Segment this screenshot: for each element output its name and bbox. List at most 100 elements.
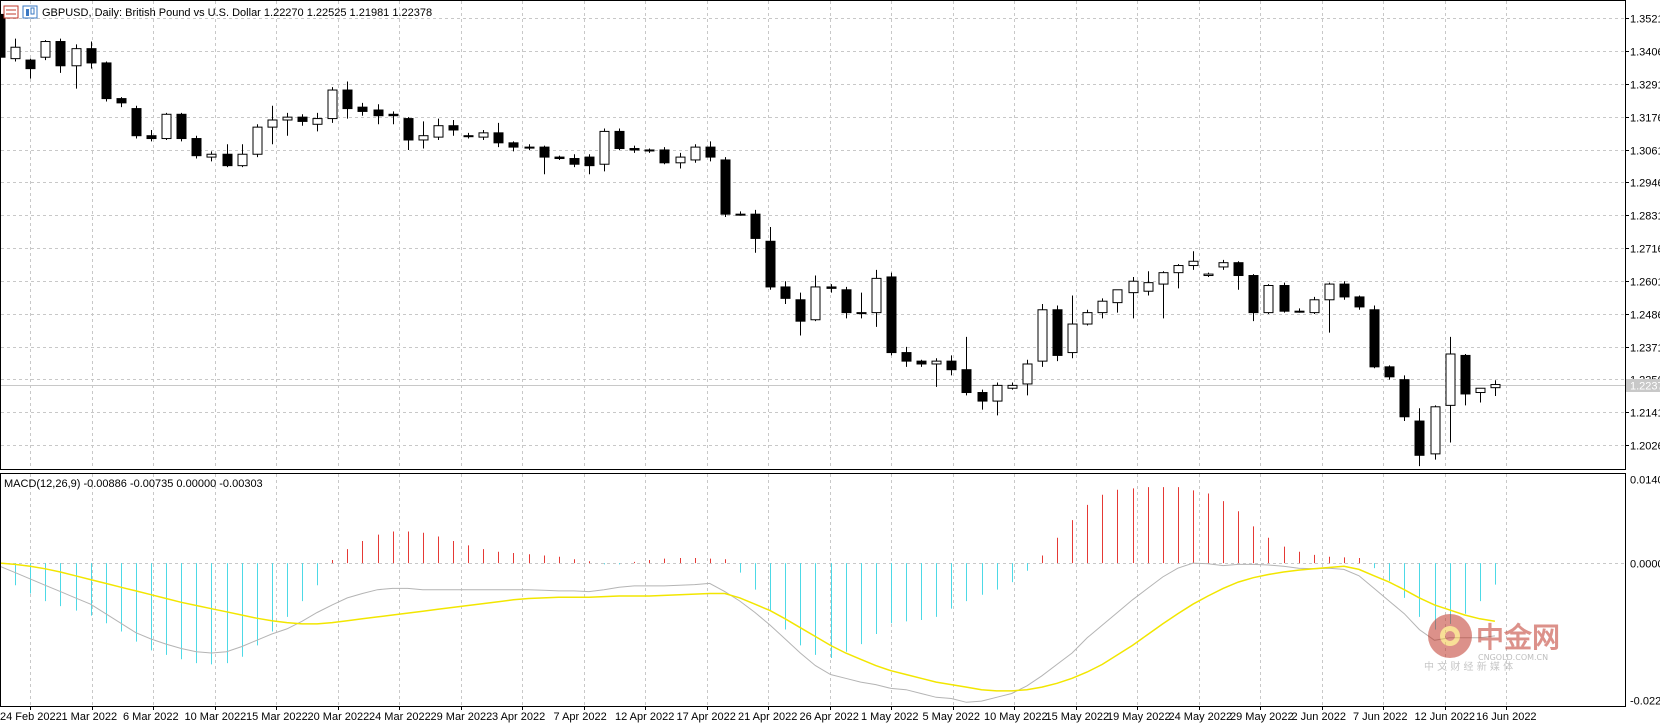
bull-candle (675, 152, 686, 169)
bear-candle (554, 155, 565, 160)
candle-body (86, 48, 97, 64)
bear-candle (765, 227, 776, 290)
bull-candle (1294, 308, 1305, 313)
chart-list-icon[interactable] (3, 5, 19, 19)
bear-candle (86, 41, 97, 69)
candles-icon[interactable] (22, 5, 38, 19)
bull-candle (1218, 259, 1229, 270)
candle-body (1143, 282, 1154, 292)
time-tick-label: 7 Apr 2022 (554, 711, 607, 723)
bull-candle (1173, 264, 1184, 289)
price-tick-label: 1.27160 (1630, 244, 1660, 256)
bull-candle (1082, 309, 1093, 326)
chart-frame (0, 0, 1626, 707)
candle-body (599, 130, 610, 165)
bull-candle (418, 121, 429, 149)
bull-candle (1188, 251, 1199, 270)
bear-candle (25, 58, 36, 79)
bear-candle (539, 145, 550, 175)
bull-candle (1022, 359, 1033, 396)
bear-candle (841, 286, 852, 319)
bear-candle (1414, 408, 1425, 467)
bear-candle (146, 129, 157, 142)
bear-candle (1369, 305, 1380, 369)
candle-body (1475, 387, 1486, 394)
macd-tick-label: -0.02258 (1630, 696, 1660, 708)
candle-body (992, 384, 1003, 402)
bull-candle (871, 269, 882, 327)
time-tick-label: 7 Jun 2022 (1353, 711, 1407, 723)
bull-candle (327, 87, 338, 123)
bear-candle (1233, 261, 1244, 290)
bull-candle (206, 151, 217, 162)
candle-body (659, 149, 670, 164)
time-tick-label: 10 May 2022 (984, 711, 1048, 723)
bull-candle (1037, 304, 1048, 367)
macd-tick-label: 0.00000 (1630, 559, 1660, 571)
candle-body (1218, 262, 1229, 268)
candle-body (40, 41, 51, 58)
time-tick-label: 24 Mar 2022 (369, 711, 431, 723)
bear-candle (750, 209, 761, 253)
bull-candle (1158, 271, 1169, 319)
candle-body (176, 113, 187, 140)
bull-candle (810, 275, 821, 322)
bear-candle (1279, 282, 1290, 313)
time-tick-label: 15 Mar 2022 (246, 711, 308, 723)
bull-candle (312, 112, 323, 132)
candle-body (765, 240, 776, 288)
price-tick-label: 1.34060 (1630, 47, 1660, 59)
time-tick-label: 16 Jun 2022 (1476, 711, 1537, 723)
candle-body (810, 286, 821, 321)
cngold-watermark: 中金网 CNGOLD.COM.CN 中 文 财 经 新 媒 体 (1424, 614, 1560, 673)
candle-body (267, 119, 278, 128)
watermark-brand: 中金网 (1476, 621, 1560, 654)
price-tick-label: 1.21410 (1630, 408, 1660, 420)
bear-candle (388, 111, 399, 125)
bear-candle (629, 145, 640, 153)
bear-candle (493, 122, 504, 148)
bull-candle (1445, 336, 1456, 443)
candle-body (795, 299, 806, 322)
macd-main-line (0, 562, 1495, 703)
time-tick-label: 6 Mar 2022 (123, 711, 179, 723)
bear-candle (131, 105, 142, 139)
bear-candle (705, 141, 716, 162)
bear-candle (1460, 353, 1471, 406)
candle-body (1112, 289, 1123, 304)
current-price-label: 1.22378 (1630, 381, 1660, 393)
candle-body (705, 146, 716, 158)
time-tick-label: 12 Apr 2022 (615, 711, 674, 723)
candle-body (312, 118, 323, 125)
candle-body (901, 352, 912, 362)
bull-candle (1324, 282, 1335, 333)
candle-body (1460, 354, 1471, 395)
price-tick-label: 1.30610 (1630, 146, 1660, 158)
candle-body (478, 132, 489, 138)
time-tick-label: 1 Mar 2022 (62, 711, 118, 723)
bull-candle (1475, 387, 1486, 403)
bull-candle (282, 112, 293, 136)
candle-body (1384, 366, 1395, 378)
axes: 1.35210 1.34060 1.32910 1.31760 1.30610 1.294… (0, 14, 1660, 724)
candle-body (569, 158, 580, 165)
bull-candle (1128, 276, 1139, 319)
bull-candle (735, 211, 746, 216)
candle-body (1173, 265, 1184, 274)
bull-candle (931, 358, 942, 387)
candle-body (961, 369, 972, 394)
bear-candle (448, 119, 459, 136)
candle-body (1158, 272, 1169, 285)
candle-body (1022, 363, 1033, 385)
candle-body (1324, 283, 1335, 301)
candle-body (720, 159, 731, 215)
candle-body (327, 89, 338, 120)
bull-candle (524, 144, 535, 150)
bear-candle (403, 117, 414, 150)
candle-body (25, 59, 36, 70)
candle-body (101, 62, 112, 100)
price-tick-label: 1.35210 (1630, 14, 1660, 26)
bear-candle (916, 359, 927, 367)
candle-body (690, 146, 701, 161)
